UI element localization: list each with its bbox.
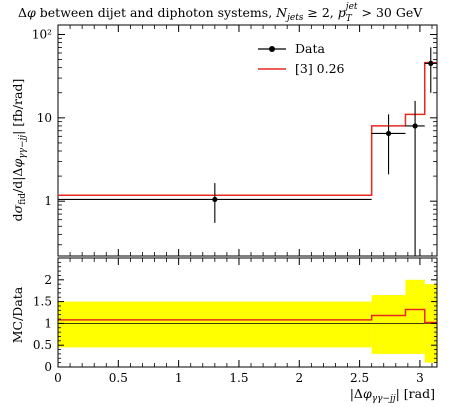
chart-title: Δφ between dijet and diphoton systems, N… — [18, 2, 423, 24]
ratio-uncertainty-band — [405, 279, 425, 354]
x-tick-label: 2.5 — [350, 371, 369, 385]
ratio-plot-frame — [57, 257, 438, 368]
data-point — [428, 60, 434, 67]
x-tick-label: 1.5 — [229, 371, 248, 385]
ratio-y-tick-label: 1 — [44, 316, 52, 330]
main-plot-frame — [57, 24, 438, 257]
ratio-y-axis-label: MC/Data — [10, 286, 25, 343]
main-plot: 1 10 10² — [32, 24, 438, 257]
ratio-plot: 0 0.5 1 1.5 2 0 0.5 1 1.5 2 2.5 3 — [33, 257, 438, 385]
x-tick-label: 0 — [54, 371, 62, 385]
svg-text:MC/Data: MC/Data — [10, 286, 25, 343]
legend: Data [3] 0.26 — [258, 41, 345, 76]
ratio-y-tick-label: 0 — [44, 360, 52, 374]
data-point — [385, 130, 392, 137]
x-tick-label: 3 — [416, 371, 424, 385]
y-tick-label: 10 — [37, 111, 52, 125]
y-tick-label: 10² — [32, 27, 52, 41]
y-axis-label: dσfid/d|Δφγγ−jj| [fb/rad] — [10, 79, 28, 222]
x-tick-label: 1 — [175, 371, 183, 385]
ratio-uncertainty-band — [371, 295, 406, 354]
ratio-y-tick-label: 1.5 — [33, 295, 52, 309]
ratio-y-tick-label: 2 — [44, 273, 52, 287]
x-tick-label: 0.5 — [109, 371, 128, 385]
ratio-mc-line — [58, 308, 437, 324]
legend-data-marker — [269, 46, 275, 52]
x-axis-label: |Δφγγ−jj| [rad] — [350, 386, 435, 404]
ratio-uncertainty-band — [58, 301, 372, 348]
x-tick-label: 2 — [295, 371, 303, 385]
legend-data-label: Data — [295, 41, 325, 56]
svg-text:dσfid/d|Δφγγ−jj| [fb/rad]: dσfid/d|Δφγγ−jj| [fb/rad] — [10, 79, 28, 222]
legend-mc-label: [3] 0.26 — [295, 61, 345, 76]
y-tick-label: 1 — [44, 194, 52, 208]
data-point — [212, 196, 218, 203]
mc-step-line — [58, 61, 437, 196]
data-point — [412, 123, 418, 129]
ratio-y-tick-label: 0.5 — [33, 338, 52, 352]
